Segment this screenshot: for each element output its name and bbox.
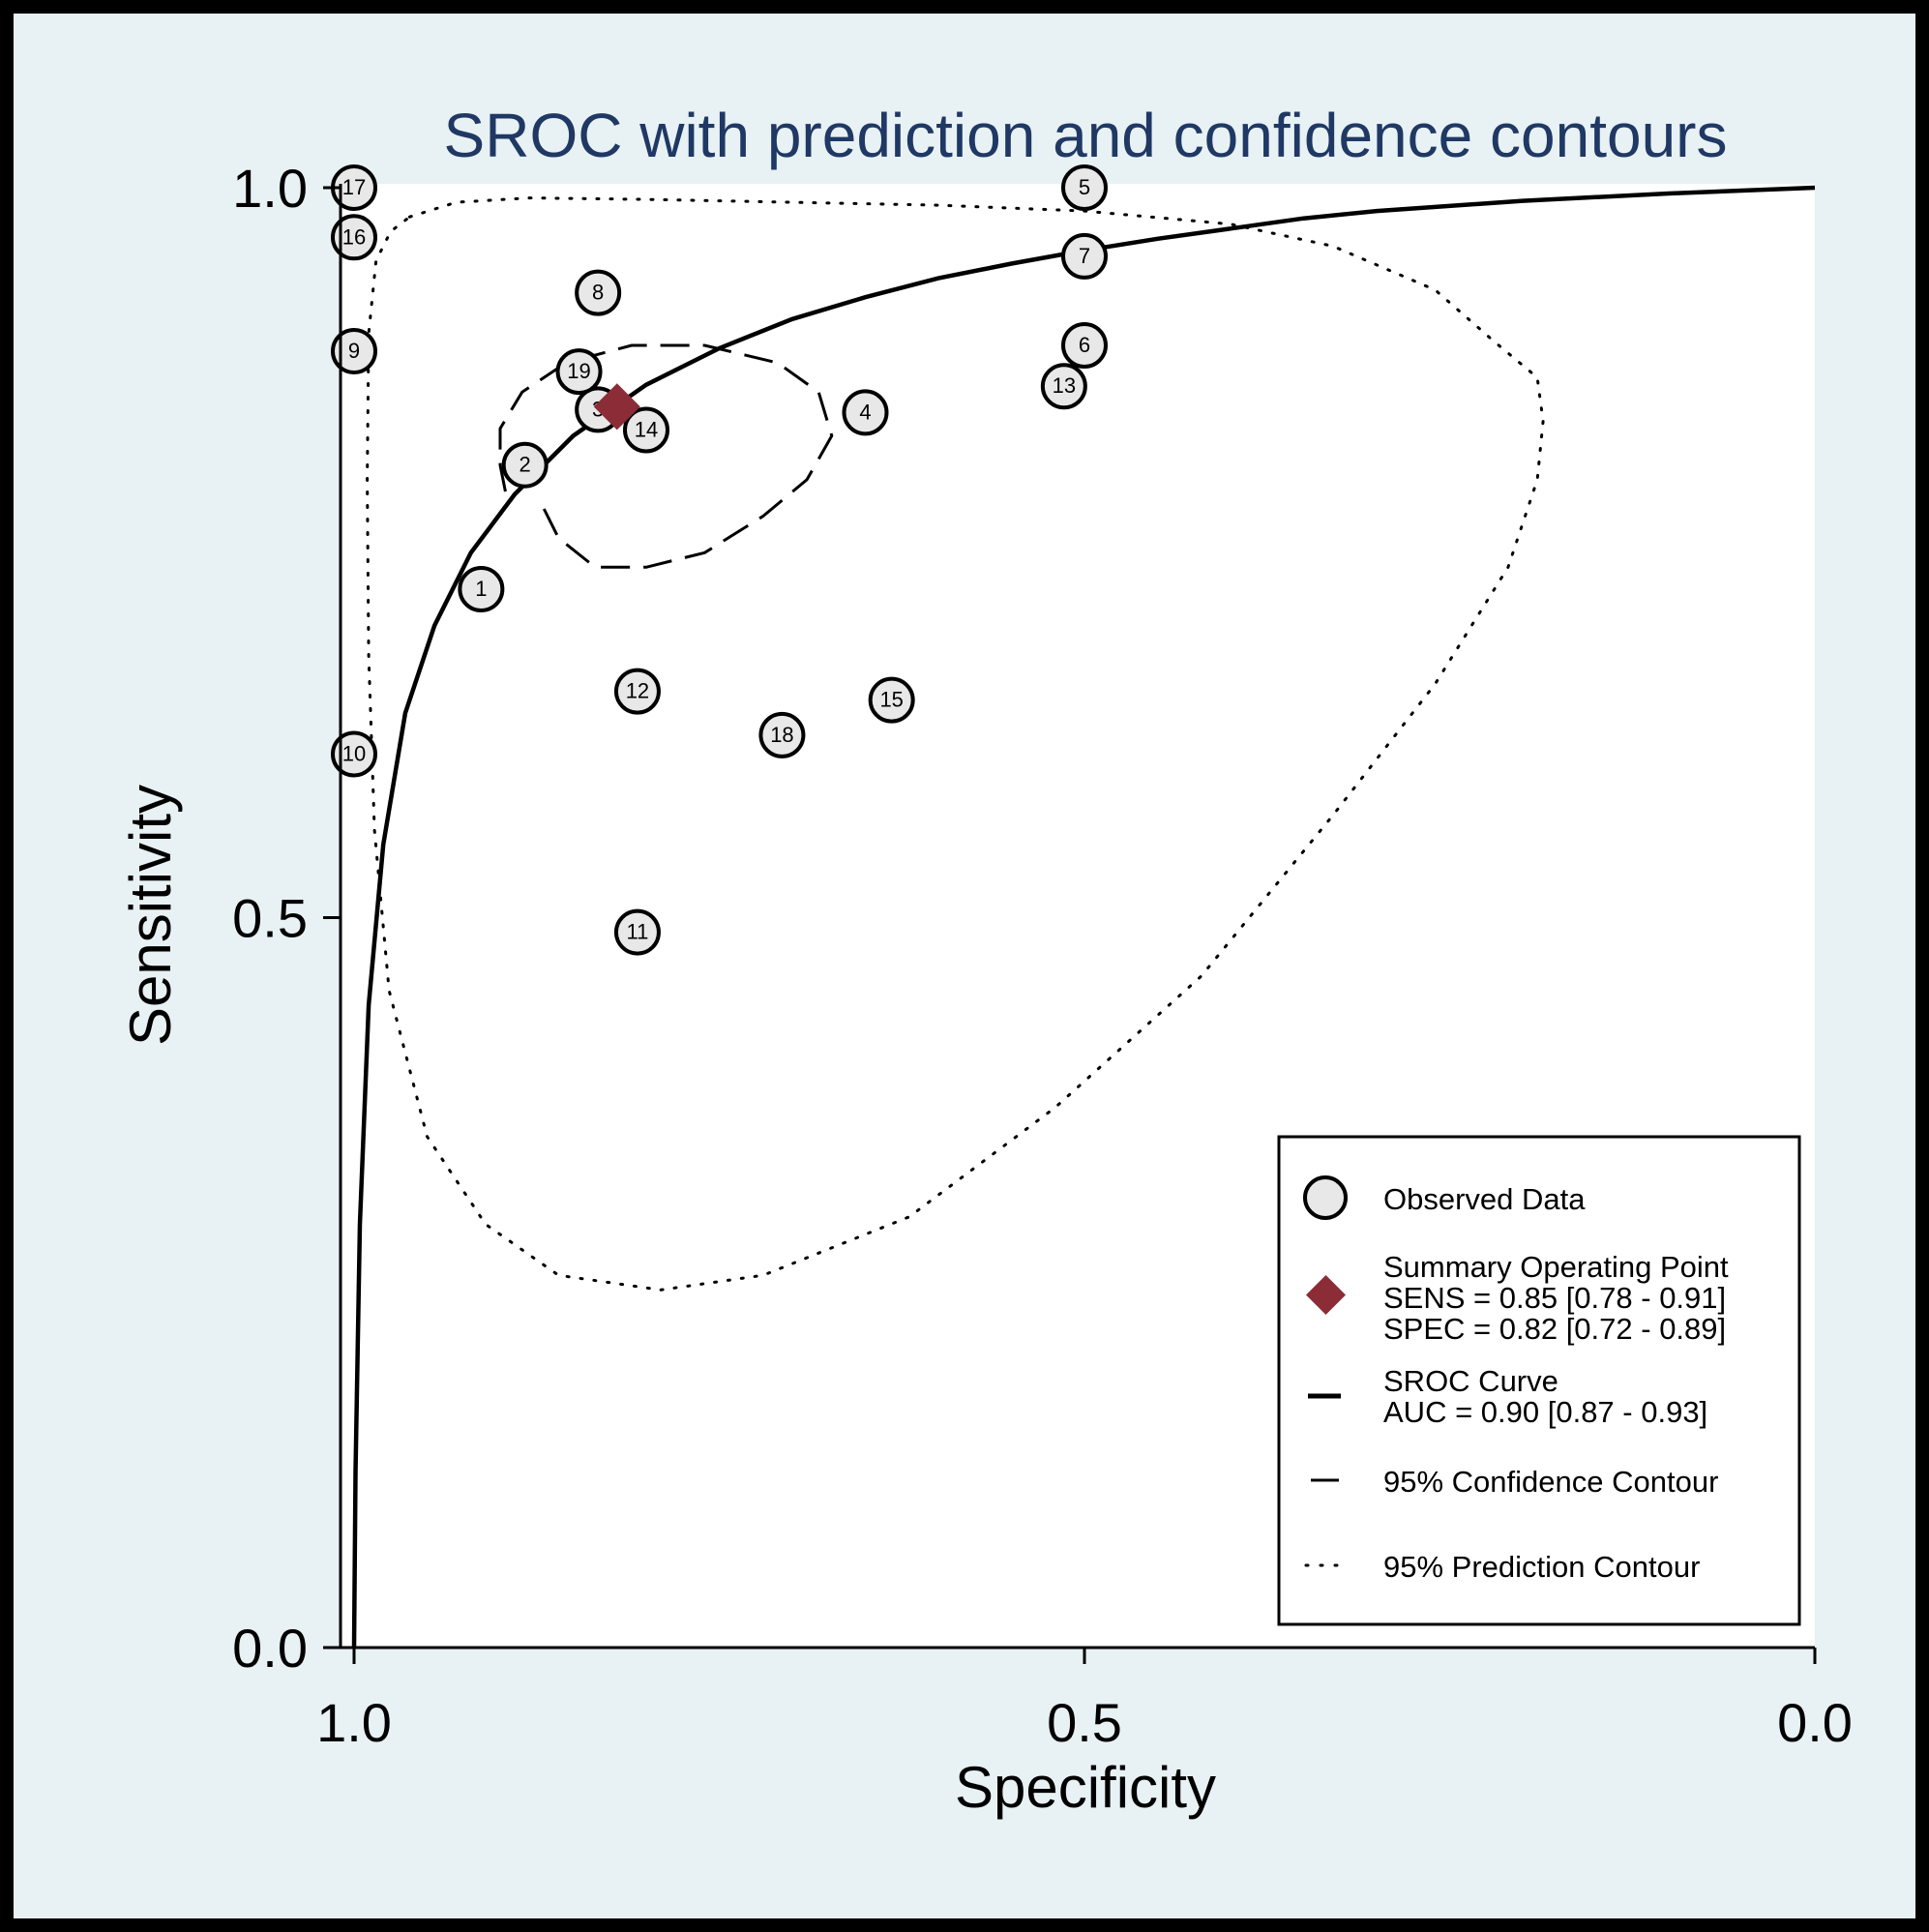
observed-point-5: 5 [1061, 164, 1108, 211]
legend-box [1277, 1135, 1801, 1626]
observed-point-label: 1 [475, 577, 487, 601]
observed-marker [623, 406, 669, 454]
chart-title: SROC with prediction and confidence cont… [444, 101, 1728, 170]
observed-point-label: 7 [1079, 244, 1090, 268]
observed-point-6: 6 [1061, 321, 1108, 369]
observed-point-2: 2 [501, 441, 549, 489]
observed-marker [613, 908, 661, 956]
observed-point-9: 9 [331, 328, 377, 375]
observed-point-label: 16 [342, 224, 366, 249]
observed-marker [555, 348, 603, 396]
legend: Observed Data Summary Operating Point SE… [1277, 1135, 1801, 1626]
observed-marker [331, 214, 377, 261]
x-tick-label: 0.0 [1777, 1692, 1853, 1753]
observed-point-label: 13 [1053, 373, 1076, 398]
observed-point-4: 4 [842, 389, 889, 436]
y-tick-label: 0.5 [232, 888, 308, 949]
observed-point-14: 14 [623, 406, 669, 454]
y-tick-label: 1.0 [232, 158, 308, 219]
legend-summary-label: Summary Operating Point [1383, 1250, 1729, 1284]
confidence-contour [498, 343, 834, 569]
observed-point-label: 5 [1079, 175, 1090, 199]
x-tick-label: 1.0 [316, 1692, 392, 1753]
observed-point-7: 7 [1061, 232, 1108, 280]
observed-marker [1061, 164, 1108, 211]
observed-point-8: 8 [575, 269, 622, 316]
series-layer [351, 185, 1816, 1649]
observed-marker [501, 441, 549, 489]
observed-marker [331, 328, 377, 375]
legend-sroc-auc: AUC = 0.90 [0.87 - 0.93] [1383, 1395, 1707, 1429]
observed-marker [1040, 363, 1087, 410]
observed-point-label: 8 [592, 281, 604, 305]
legend-summary-sens: SENS = 0.85 [0.78 - 0.91] [1383, 1281, 1726, 1315]
observed-marker [1061, 321, 1108, 369]
observed-marker [331, 730, 377, 778]
observed-point-17: 17 [331, 164, 377, 211]
x-axis-label: Specificity [955, 1755, 1216, 1820]
observed-point-15: 15 [868, 676, 915, 724]
observed-marker [868, 676, 915, 724]
y-axis-label: Sensitivity [118, 785, 183, 1046]
legend-sroc-label: SROC Curve [1383, 1364, 1558, 1398]
observed-point-label: 10 [342, 741, 366, 765]
observed-points: 12345678910111213141516171819 [331, 164, 1108, 956]
observed-point-19: 19 [555, 348, 603, 396]
observed-point-label: 6 [1079, 333, 1090, 357]
observed-point-label: 14 [635, 417, 658, 441]
observed-point-label: 19 [567, 359, 590, 383]
observed-point-label: 9 [348, 339, 360, 363]
observed-point-label: 18 [770, 723, 793, 747]
observed-marker [575, 269, 622, 316]
observed-point-10: 10 [331, 730, 377, 778]
observed-point-label: 4 [859, 400, 871, 424]
observed-point-13: 13 [1040, 363, 1087, 410]
observed-marker [1061, 232, 1108, 280]
observed-point-label: 2 [519, 453, 531, 477]
y-tick-label: 0.0 [232, 1618, 308, 1679]
observed-point-label: 15 [879, 688, 903, 712]
observed-marker [842, 389, 889, 436]
legend-confidence-label: 95% Confidence Contour [1383, 1465, 1718, 1499]
legend-observed-label: Observed Data [1383, 1182, 1586, 1216]
x-tick-label: 0.5 [1047, 1692, 1122, 1753]
observed-marker [613, 668, 661, 715]
observed-marker [758, 711, 806, 758]
observed-point-1: 1 [458, 565, 505, 612]
observed-point-label: 12 [626, 679, 649, 703]
observed-point-11: 11 [613, 908, 661, 956]
observed-point-16: 16 [331, 214, 377, 261]
legend-summary-spec: SPEC = 0.82 [0.72 - 0.89] [1383, 1312, 1726, 1346]
observed-marker [458, 565, 505, 612]
legend-observed-marker [1303, 1175, 1348, 1220]
observed-point-18: 18 [758, 711, 806, 758]
observed-point-12: 12 [613, 668, 661, 715]
legend-prediction-label: 95% Prediction Contour [1383, 1550, 1700, 1584]
legend-summary-marker [1305, 1274, 1347, 1316]
sroc-curve [351, 185, 1816, 1649]
observed-point-label: 17 [342, 175, 366, 199]
axis-ticks: 1.0 0.5 0.0 0.0 0.5 1.0 [232, 158, 1853, 1753]
summary-operating-point [593, 383, 640, 431]
observed-point-label: 11 [627, 920, 649, 944]
